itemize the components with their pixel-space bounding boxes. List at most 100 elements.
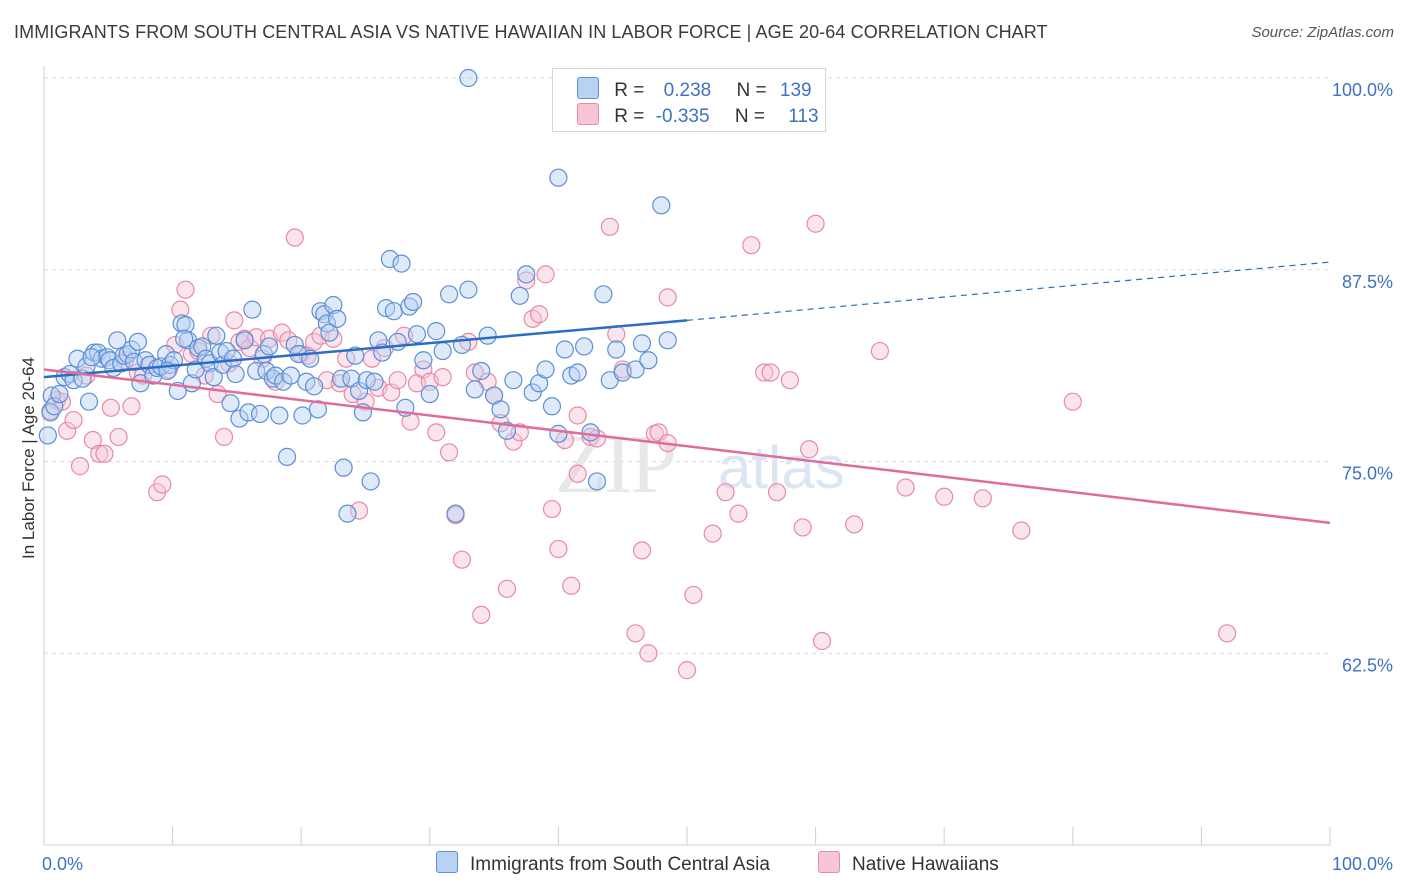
data-point [277,447,297,466]
data-point [742,236,761,255]
legend-swatch-blue [436,851,458,873]
data-point [536,360,555,379]
data-point [328,309,347,328]
data-point [459,280,478,299]
correlation-legend: R = 0.238 N = 139 R = -0.335 N = 113 [552,68,826,132]
data-point [243,300,262,319]
data-point [549,539,568,559]
data-point [491,400,510,419]
data-point [90,444,109,463]
data-point [176,280,195,299]
data-point [703,524,722,543]
data-point [392,254,411,273]
data-point [414,351,433,370]
data-point [331,369,351,388]
data-point [361,472,380,491]
data-point [600,217,619,236]
data-point [221,394,240,413]
watermark: ZIP atlas [555,418,845,511]
data-point [555,340,574,359]
data-point [427,322,446,341]
data-point [128,332,147,351]
data-point [38,426,57,445]
legend-r-value: 0.238 [663,80,712,101]
data-point [626,624,645,643]
data-point [320,323,339,342]
data-point [587,472,607,491]
data-point [207,326,226,345]
data-point [562,576,581,595]
data-point [433,341,452,361]
data-point [800,440,819,459]
data-point [517,271,536,290]
legend-label-native-hawaiians: Native Hawaiians [852,854,999,875]
y-axis-label: In Labor Force | Age 20-64 [19,357,38,559]
data-point [122,397,141,416]
data-point [767,483,787,502]
data-point [439,285,459,304]
x-tick-label-max: 100.0% [1332,854,1393,874]
data-point [79,392,99,411]
data-point [270,406,289,425]
data-point [510,286,529,305]
legend-item-immigrants: Immigrants from South Central Asia [436,851,770,876]
data-point [1012,521,1031,540]
data-point [308,400,328,419]
data-point [58,421,77,440]
data-point [50,384,69,404]
data-point [1063,392,1082,411]
data-point [433,368,452,387]
data-point [658,288,677,307]
data-point [935,487,954,506]
data-point [523,309,542,328]
axes [43,66,1331,846]
data-point [407,325,427,344]
data-point [384,302,403,321]
data-point [226,364,245,384]
data-point [70,457,90,476]
data-point [542,499,562,519]
data-point [497,579,517,598]
data-point [214,427,234,447]
data-point [108,331,127,350]
data-point [845,515,864,534]
data-point [365,372,384,391]
data-point [626,360,645,379]
data-point [427,423,446,442]
data-point [632,334,652,353]
data-point [812,631,832,651]
data-point [338,504,357,523]
data-point [581,423,600,442]
data-point [357,371,376,390]
data-point [346,346,365,365]
data-point [568,363,587,382]
y-tick-labels: 62.5% 75.0% 87.5% 100.0% [1332,80,1393,675]
data-point [639,351,658,370]
data-point [472,605,491,625]
data-point [896,478,915,497]
data-point [153,475,172,494]
data-point [504,432,523,451]
data-point [549,168,568,187]
data-point [517,265,536,284]
data-point [729,504,748,523]
legend-label-immigrants: Immigrants from South Central Asia [470,854,770,875]
data-point [607,340,626,359]
data-point [446,504,465,523]
data-point [465,380,484,399]
data-point [568,406,587,425]
y-tick-label: 87.5% [1342,272,1393,292]
data-point [356,392,375,411]
data-point [109,427,128,447]
data-point [263,369,283,388]
data-point [349,501,369,520]
legend-item-native-hawaiians: Native Hawaiians [818,851,999,876]
data-point [175,329,194,348]
data-point [716,483,735,502]
data-point [761,363,780,382]
data-point [281,366,301,385]
data-point [230,409,249,428]
data-point [549,424,568,443]
data-point [279,331,298,350]
